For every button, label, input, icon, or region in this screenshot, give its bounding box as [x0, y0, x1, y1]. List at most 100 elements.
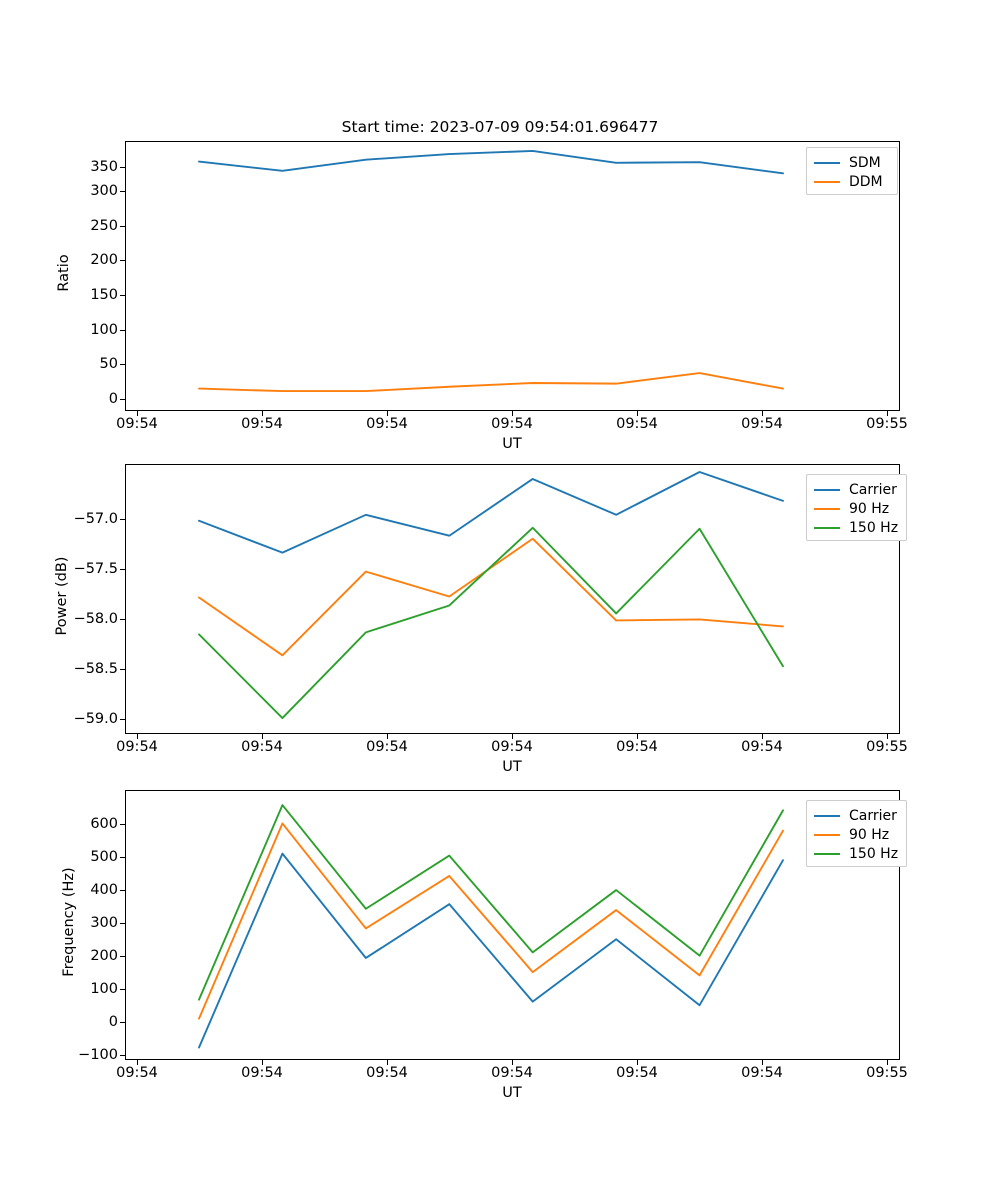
data-line-carrier	[198, 852, 784, 1049]
xtick-ratio-2: 09:54	[366, 416, 408, 432]
legend-item-90hz-frequency: 90 Hz	[814, 825, 899, 844]
legend-swatch-carrier-frequency	[814, 814, 840, 817]
legend-label-carrier-power: Carrier	[849, 481, 897, 498]
ytick-power-2: −58.0	[73, 611, 118, 627]
legend-label-carrier-frequency: Carrier	[849, 807, 897, 824]
xtickmark-frequency-0	[137, 1060, 139, 1065]
ytickmark-ratio-3	[120, 295, 125, 297]
xtickmark-frequency-4	[637, 1060, 639, 1065]
xtick-power-3: 09:54	[491, 739, 533, 755]
data-line-150-hz	[198, 804, 784, 1001]
ytick-frequency-0: −100	[78, 1047, 118, 1063]
data-line-90-hz	[198, 822, 784, 1020]
xtickmark-power-1	[262, 734, 264, 739]
legend-item-sdm: SDM	[814, 153, 890, 172]
legend-item-150hz-power: 150 Hz	[814, 518, 899, 537]
ytick-ratio-4: 200	[90, 252, 118, 268]
ytick-frequency-7: 600	[90, 816, 118, 832]
ytick-ratio-2: 100	[90, 322, 118, 338]
xtickmark-power-5	[762, 734, 764, 739]
ytickmark-ratio-0	[120, 399, 125, 401]
xtickmark-frequency-1	[262, 1060, 264, 1065]
axis-label-ratio-x: UT	[502, 436, 522, 452]
ytickmark-ratio-1	[120, 364, 125, 366]
ytickmark-ratio-7	[120, 167, 125, 169]
ytick-frequency-1: 0	[108, 1014, 118, 1030]
legend-power: Carrier 90 Hz 150 Hz	[806, 474, 907, 541]
xtickmark-ratio-6	[887, 411, 889, 416]
xtickmark-ratio-3	[512, 411, 514, 416]
ytickmark-power-4	[120, 719, 125, 721]
xtick-frequency-2: 09:54	[366, 1065, 408, 1081]
data-line-150-hz	[198, 526, 784, 720]
ytick-frequency-4: 300	[90, 915, 118, 931]
legend-item-90hz-power: 90 Hz	[814, 499, 899, 518]
xtickmark-power-6	[887, 734, 889, 739]
axes-frequency	[125, 790, 900, 1060]
ytickmark-ratio-2	[120, 330, 125, 332]
xtickmark-power-3	[512, 734, 514, 739]
legend-swatch-90hz-power	[814, 507, 840, 510]
xtick-power-5: 09:54	[741, 739, 783, 755]
ytick-frequency-6: 500	[90, 849, 118, 865]
legend-swatch-sdm	[814, 161, 840, 164]
ytickmark-ratio-6	[120, 191, 125, 193]
ytickmark-ratio-4	[120, 260, 125, 262]
legend-frequency: Carrier 90 Hz 150 Hz	[806, 800, 907, 867]
legend-label-sdm: SDM	[849, 154, 881, 171]
ytickmark-power-0	[120, 519, 125, 521]
ytickmark-frequency-1	[120, 1022, 125, 1024]
ytick-power-4: −59.0	[73, 711, 118, 727]
legend-label-90hz-power: 90 Hz	[849, 500, 890, 517]
ytick-ratio-7: 350	[90, 159, 118, 175]
legend-item-ddm: DDM	[814, 172, 890, 191]
ytickmark-frequency-4	[120, 923, 125, 925]
xtick-ratio-4: 09:54	[616, 416, 658, 432]
xtick-power-4: 09:54	[616, 739, 658, 755]
xtick-frequency-0: 09:54	[116, 1065, 158, 1081]
xtickmark-ratio-1	[262, 411, 264, 416]
ytick-power-3: −58.5	[73, 661, 118, 677]
xtickmark-ratio-5	[762, 411, 764, 416]
ytick-frequency-5: 400	[90, 882, 118, 898]
xtickmark-frequency-6	[887, 1060, 889, 1065]
legend-item-carrier-frequency: Carrier	[814, 806, 899, 825]
data-line-carrier	[198, 471, 784, 554]
xtickmark-frequency-5	[762, 1060, 764, 1065]
xtick-frequency-4: 09:54	[616, 1065, 658, 1081]
xtick-ratio-1: 09:54	[241, 416, 283, 432]
xtickmark-power-0	[137, 734, 139, 739]
xtick-frequency-3: 09:54	[491, 1065, 533, 1081]
legend-swatch-carrier-power	[814, 488, 840, 491]
xtickmark-power-2	[387, 734, 389, 739]
xtick-power-2: 09:54	[366, 739, 408, 755]
legend-label-150hz-power: 150 Hz	[849, 519, 899, 536]
xtick-frequency-5: 09:54	[741, 1065, 783, 1081]
legend-swatch-90hz-frequency	[814, 833, 840, 836]
legend-swatch-150hz-power	[814, 526, 840, 529]
ytick-power-0: −57.0	[73, 511, 118, 527]
legend-label-90hz-frequency: 90 Hz	[849, 826, 890, 843]
legend-ratio: SDM DDM	[806, 147, 898, 195]
xtick-power-1: 09:54	[241, 739, 283, 755]
ytickmark-frequency-6	[120, 857, 125, 859]
xtickmark-ratio-4	[637, 411, 639, 416]
ytickmark-frequency-5	[120, 890, 125, 892]
data-line-ddm	[198, 372, 784, 393]
legend-label-ddm: DDM	[849, 173, 883, 190]
axis-label-frequency-x: UT	[502, 1085, 522, 1101]
xtickmark-ratio-0	[137, 411, 139, 416]
legend-item-carrier-power: Carrier	[814, 480, 899, 499]
data-line-sdm	[198, 149, 784, 175]
xtickmark-frequency-3	[512, 1060, 514, 1065]
legend-label-150hz-frequency: 150 Hz	[849, 845, 899, 862]
ytick-ratio-5: 250	[90, 218, 118, 234]
ytick-ratio-0: 0	[108, 391, 118, 407]
ytick-frequency-3: 200	[90, 948, 118, 964]
ytick-ratio-1: 50	[99, 356, 118, 372]
ytickmark-frequency-3	[120, 956, 125, 958]
